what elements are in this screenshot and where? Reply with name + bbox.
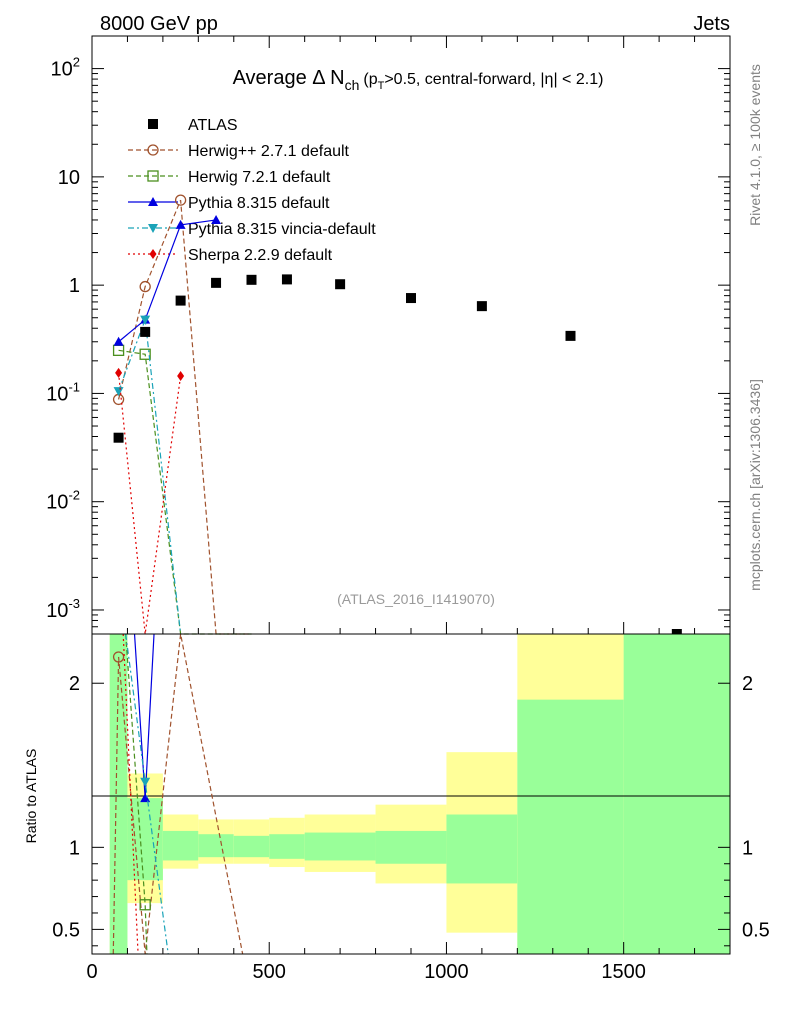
ratio-tick-label-right: 0.5 bbox=[742, 919, 770, 941]
atlas-point bbox=[246, 274, 257, 285]
main-panel: 10-3 10-2 10-1 1 10 102 Average Δ Nch (pT>0.5,… bbox=[46, 35, 731, 639]
atlas-point bbox=[140, 326, 151, 337]
ratio-tick-label-left: 0.5 bbox=[52, 919, 80, 941]
ratio-tick-label-right: 2 bbox=[742, 673, 753, 695]
ratio-panel: 0.5 0.5 1 1 2 2 bbox=[52, 633, 770, 955]
ratio-band-green bbox=[375, 830, 447, 864]
series-line bbox=[118, 319, 182, 635]
ratio-line bbox=[122, 633, 139, 955]
series-line bbox=[118, 349, 252, 635]
series-line bbox=[117, 199, 252, 635]
series-point bbox=[113, 336, 124, 346]
y-tick-label: 10-2 bbox=[46, 488, 80, 514]
legend-label: Sherpa 2.2.9 default bbox=[188, 247, 333, 264]
plot-title: Average Δ Nch (pT>0.5, central-forward, |… bbox=[233, 67, 604, 93]
ratio-point bbox=[112, 651, 125, 663]
header-right: Jets bbox=[693, 13, 730, 35]
y-tick-label: 10-3 bbox=[46, 596, 80, 622]
series-line bbox=[117, 372, 182, 635]
ratio-band-green bbox=[269, 834, 305, 859]
ratio-band-green bbox=[304, 832, 376, 861]
mcplots-label: mcplots.cern.ch [arXiv:1306.3436] bbox=[747, 379, 763, 591]
series-point bbox=[115, 367, 123, 378]
ratio-band-green bbox=[446, 814, 518, 884]
x-tick-label: 1000 bbox=[424, 961, 469, 983]
atlas-point bbox=[113, 432, 124, 443]
legend-marker bbox=[147, 144, 159, 156]
y-tick-label: 10 bbox=[58, 167, 80, 189]
legend-marker bbox=[147, 170, 159, 182]
x-tick-label: 500 bbox=[253, 961, 286, 983]
atlas-point bbox=[175, 295, 186, 306]
ratio-y-label: Ratio to ATLAS bbox=[23, 749, 39, 844]
legend-label: Pythia 8.315 default bbox=[188, 195, 330, 212]
ratio-band-green bbox=[233, 835, 270, 858]
legend: ATLAS Herwig++ 2.7.1 default Herwig 7.2.1 … bbox=[128, 117, 376, 264]
x-axis: 0 500 1000 1500 bbox=[86, 36, 731, 983]
atlas-point bbox=[335, 279, 346, 290]
series-point bbox=[139, 348, 151, 360]
series-line bbox=[118, 219, 217, 343]
series-point bbox=[177, 370, 185, 381]
series-point bbox=[211, 214, 222, 224]
ratio-tick-label-left: 2 bbox=[69, 673, 80, 695]
atlas-point bbox=[281, 274, 292, 285]
legend-label: Herwig++ 2.7.1 default bbox=[188, 143, 350, 160]
y-tick-label: 10-1 bbox=[46, 379, 80, 405]
legend-label: Pythia 8.315 vincia-default bbox=[188, 221, 376, 238]
ratio-band-green bbox=[198, 834, 234, 858]
atlas-point bbox=[476, 301, 487, 312]
y-tick-label: 1 bbox=[69, 275, 80, 297]
legend-label: Herwig 7.2.1 default bbox=[188, 169, 331, 186]
ratio-line bbox=[125, 633, 148, 955]
legend-marker bbox=[148, 197, 158, 206]
analysis-watermark: (ATLAS_2016_I1419070) bbox=[337, 591, 495, 607]
ratio-point bbox=[140, 793, 151, 803]
series-point bbox=[113, 387, 124, 397]
ratio-tick-label-right: 1 bbox=[742, 837, 753, 859]
series-point bbox=[140, 315, 151, 325]
ratio-tick-label-left: 1 bbox=[69, 837, 80, 859]
atlas-point bbox=[211, 277, 222, 288]
series-point bbox=[174, 194, 187, 206]
series-point bbox=[175, 219, 186, 229]
rivet-label: Rivet 4.1.0, ≥ 100k events bbox=[747, 64, 763, 226]
legend-label: ATLAS bbox=[188, 117, 238, 134]
series-point bbox=[139, 280, 151, 293]
atlas-point bbox=[406, 293, 416, 304]
ratio-band-green bbox=[517, 699, 624, 954]
atlas-point bbox=[565, 330, 576, 341]
legend-marker bbox=[148, 119, 158, 129]
legend-marker bbox=[149, 249, 157, 259]
ratio-band-green bbox=[162, 830, 199, 861]
x-tick-label: 1500 bbox=[601, 961, 646, 983]
x-tick-label: 0 bbox=[86, 961, 97, 983]
ratio-point bbox=[140, 777, 151, 787]
y-tick-label: 102 bbox=[51, 55, 80, 81]
ratio-point bbox=[139, 899, 151, 911]
ratio-band-green bbox=[623, 634, 730, 954]
header-left: 8000 GeV pp bbox=[100, 13, 218, 35]
legend-marker bbox=[148, 224, 158, 233]
